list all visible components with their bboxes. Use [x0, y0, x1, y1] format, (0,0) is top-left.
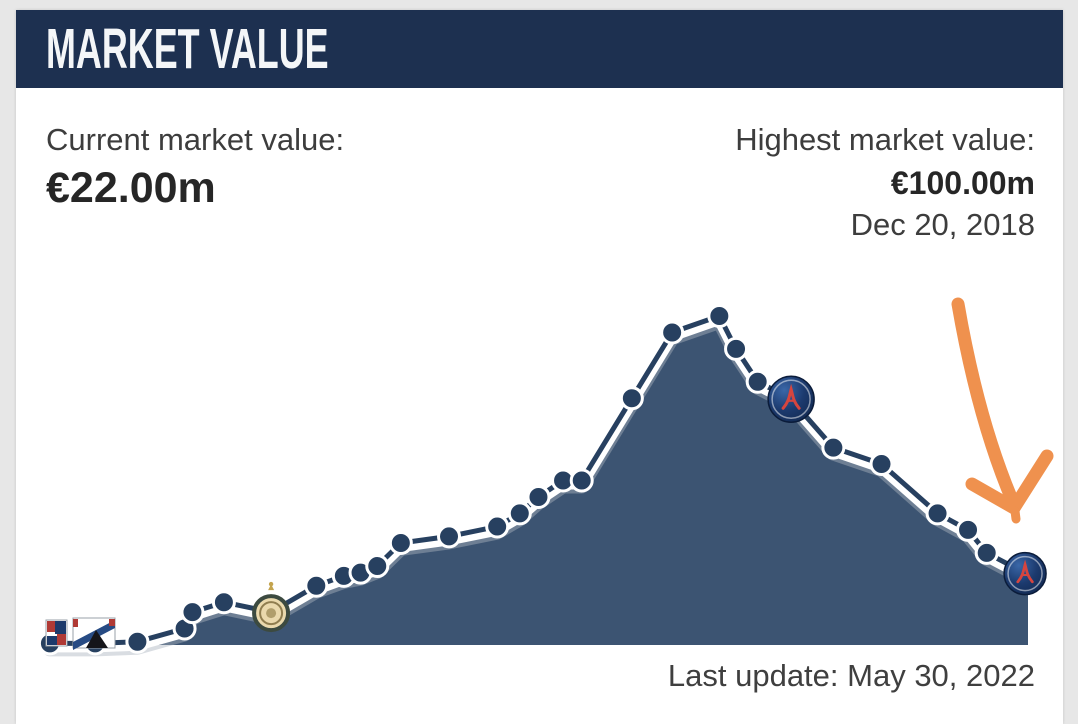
chart-point	[869, 452, 894, 477]
market-value-chart[interactable]	[16, 10, 1063, 724]
chart-point	[365, 554, 390, 579]
inter-badge-icon	[252, 581, 291, 633]
highest-market-value: €100.00m	[890, 165, 1035, 201]
chart-point	[437, 524, 462, 549]
hand-drawn-arrow	[951, 297, 1054, 524]
chart-point	[526, 484, 551, 509]
chart-point	[974, 540, 999, 565]
chart-point	[569, 468, 594, 493]
highest-market-value-block: Highest market value: €100.00m Dec 20, 2…	[735, 118, 1035, 246]
chart-point	[485, 514, 510, 539]
chart-point	[956, 517, 981, 542]
club-crest-2-icon	[72, 617, 116, 650]
chart-point	[180, 600, 205, 625]
card-title: MARKET VALUE	[46, 16, 329, 81]
chart-point	[660, 320, 685, 345]
chart-point	[507, 501, 532, 526]
card-header: MARKET VALUE	[16, 10, 1063, 88]
chart-point	[745, 369, 770, 394]
current-market-value: €22.00m	[46, 164, 216, 212]
chart-point	[724, 336, 749, 361]
last-update-text: Last update: May 30, 2022	[667, 658, 1035, 693]
current-market-value-label: Current market value:	[46, 122, 345, 157]
chart-area-fill	[45, 316, 1028, 645]
psg-badge-icon	[1003, 551, 1047, 596]
psg-badge-icon	[767, 375, 815, 423]
chart-point	[925, 501, 950, 526]
current-market-value-block: Current market value: €22.00m	[46, 118, 344, 214]
chart-point	[388, 531, 413, 556]
chart-point	[304, 573, 329, 598]
club-crest-1-icon	[45, 619, 68, 647]
chart-point	[707, 304, 732, 328]
chart-point	[125, 629, 150, 654]
market-value-card: MARKET VALUE Current market value: €22.0…	[16, 10, 1063, 724]
highest-market-value-date: Dec 20, 2018	[850, 207, 1035, 242]
chart-point	[211, 590, 236, 615]
highest-market-value-label: Highest market value:	[735, 122, 1035, 157]
chart-point	[619, 386, 644, 411]
chart-point	[821, 435, 846, 460]
